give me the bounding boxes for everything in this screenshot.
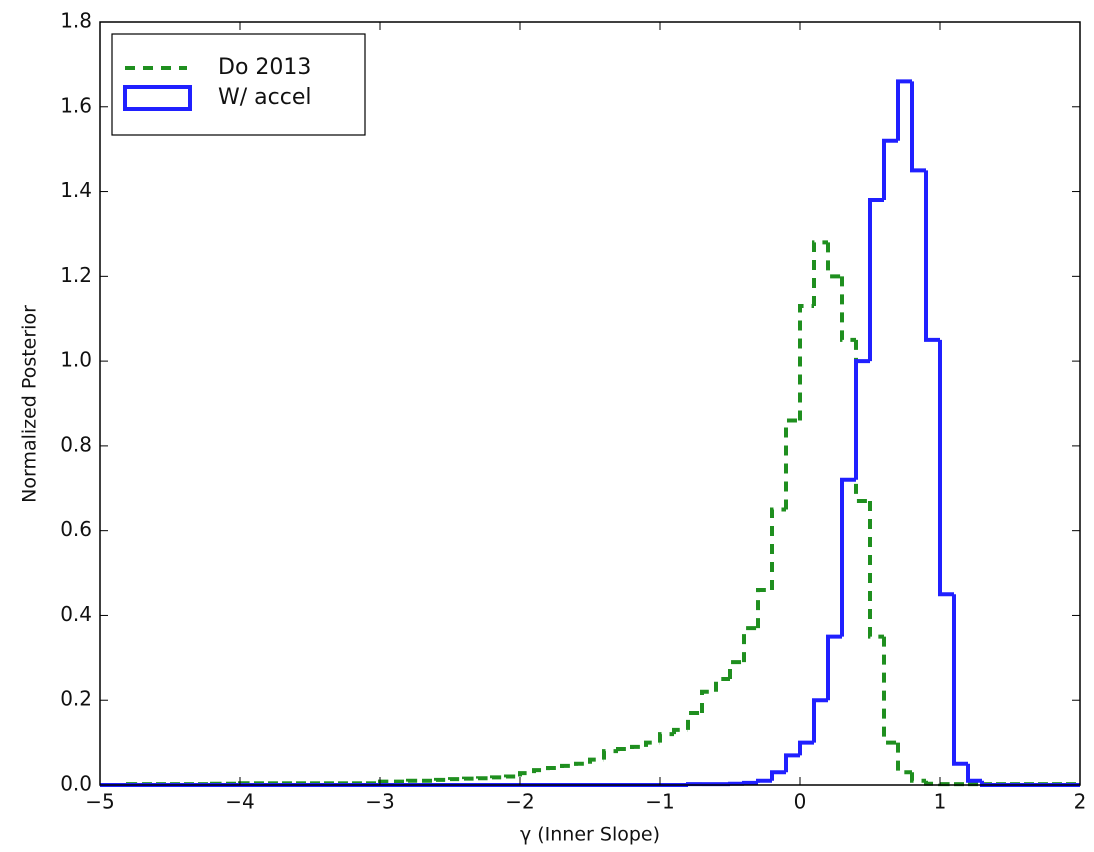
histogram-step — [798, 304, 814, 421]
histogram-step — [686, 710, 702, 730]
histogram-step — [924, 780, 940, 786]
y-tick-label: 1.2 — [60, 263, 92, 287]
histogram-step — [630, 744, 646, 749]
histogram-step — [672, 727, 688, 735]
x-tick-label: −3 — [365, 790, 394, 814]
histogram-step — [896, 742, 912, 775]
y-tick-label: 1.4 — [60, 178, 92, 202]
histogram-step — [742, 626, 758, 663]
legend-box — [111, 33, 366, 136]
histogram-step — [756, 588, 772, 629]
histogram-step — [798, 740, 814, 756]
histogram-step — [910, 772, 926, 783]
histogram-step — [742, 780, 758, 785]
histogram-step — [826, 634, 842, 701]
histogram-step — [532, 768, 548, 774]
x-tick-label: 2 — [1074, 790, 1087, 814]
y-tick-label: 0.2 — [60, 687, 92, 711]
histogram-step — [882, 138, 898, 201]
histogram-step — [728, 660, 744, 680]
histogram-step — [938, 339, 954, 597]
histogram-step — [966, 763, 982, 783]
histogram-step — [658, 732, 674, 743]
y-tick-label: 0.0 — [60, 772, 92, 796]
histogram-step — [714, 677, 730, 692]
x-tick-label: 1 — [934, 790, 947, 814]
histogram-step — [602, 749, 618, 760]
histogram-step — [826, 242, 842, 279]
histogram-step — [504, 774, 520, 779]
histogram-step — [756, 778, 772, 783]
y-tick-label: 0.8 — [60, 432, 92, 456]
histogram-step — [840, 276, 856, 342]
x-tick-label: −1 — [645, 790, 674, 814]
histogram-step — [812, 698, 828, 743]
histogram-step — [784, 753, 800, 773]
histogram-step — [546, 766, 562, 771]
histogram-step — [406, 778, 422, 783]
histogram-step — [896, 79, 912, 141]
histogram-step — [868, 500, 884, 639]
histogram-step — [518, 771, 534, 777]
x-axis-title: γ (Inner Slope) — [520, 824, 660, 846]
plot-frame — [99, 21, 1081, 786]
histogram-step — [854, 359, 870, 480]
histogram-step — [910, 81, 926, 173]
histogram-step — [812, 240, 828, 307]
histogram-step — [784, 418, 800, 510]
x-tick-label: −5 — [85, 790, 114, 814]
y-tick-label: 0.4 — [60, 602, 92, 626]
histogram-step — [434, 777, 450, 782]
histogram-step — [770, 507, 786, 591]
y-tick-label: 0.6 — [60, 517, 92, 541]
histogram-step — [644, 740, 660, 747]
histogram-step — [574, 761, 590, 766]
x-tick-label: 0 — [794, 790, 807, 814]
y-tick-label: 1.6 — [60, 93, 92, 117]
histogram-step — [588, 757, 604, 764]
histogram-step — [868, 198, 884, 362]
x-tick-label: −2 — [505, 790, 534, 814]
y-tick-label: 1.8 — [60, 9, 92, 33]
legend-swatch — [123, 85, 192, 111]
histogram-step — [616, 746, 632, 752]
legend-label: W/ accel — [218, 85, 311, 110]
histogram-step — [840, 477, 856, 637]
y-axis-title: Normalized Posterior — [19, 305, 41, 503]
histogram-step — [924, 170, 940, 342]
histogram-step — [770, 770, 786, 781]
histogram-step — [952, 594, 968, 766]
histogram-step — [700, 689, 716, 713]
histogram-step — [448, 777, 464, 782]
x-tick-label: −4 — [225, 790, 254, 814]
histogram-step — [560, 763, 576, 769]
y-tick-label: 1.0 — [60, 348, 92, 372]
legend-label: Do 2013 — [218, 55, 311, 80]
histogram-step — [882, 636, 898, 745]
histogram-step — [854, 339, 870, 503]
histogram-step — [490, 775, 506, 780]
